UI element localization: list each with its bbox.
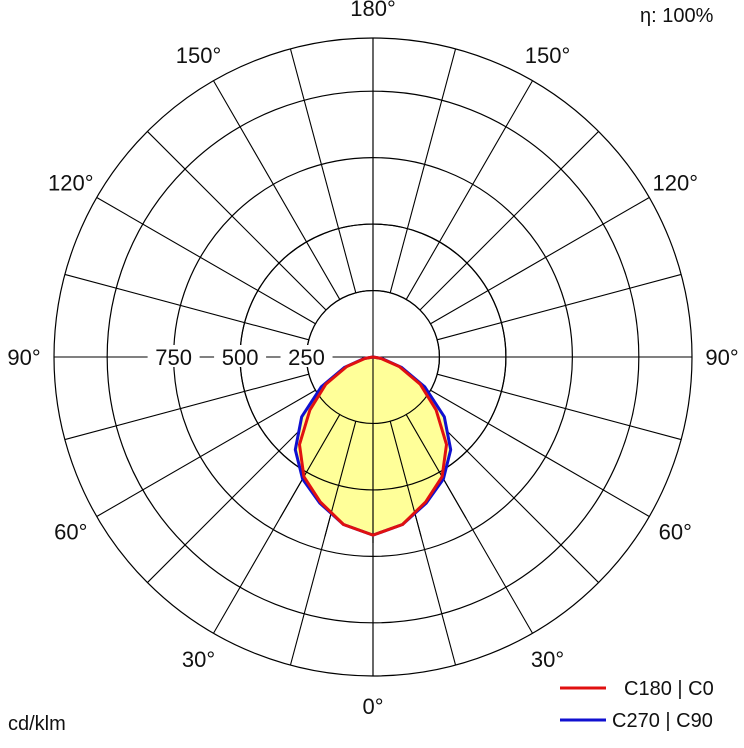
grid-spoke-240 (96, 197, 316, 325)
overlay-spoke-30 (405, 414, 467, 519)
legend-c90-label: C270 | C90 (612, 710, 713, 732)
angle-label-left-90: 90° (7, 345, 40, 370)
grid-spoke-255 (64, 273, 309, 341)
radial-tick-bg-500 (214, 345, 267, 367)
angle-label-right-90: 90° (705, 345, 738, 370)
angle-label-bottom: 0° (362, 694, 383, 719)
angle-label-left-120: 120° (48, 171, 94, 196)
efficiency-label: η: 100% (640, 5, 714, 27)
grid-spoke-225 (147, 131, 327, 311)
grid-spoke-45 (419, 403, 599, 583)
grid-spoke-315 (147, 403, 327, 583)
data-layer (239, 223, 507, 544)
angle-label-left-60: 60° (54, 520, 87, 545)
overlay-spoke--30 (279, 414, 341, 519)
angle-label-right-30: 30° (531, 647, 564, 672)
overlay-spoke-15 (389, 421, 422, 537)
grid-spoke-105 (437, 273, 682, 341)
grid-spoke-195 (289, 48, 357, 293)
grid-spoke-285 (64, 373, 309, 441)
grid-spoke-135 (419, 131, 599, 311)
series-line-c180-c0 (298, 355, 448, 537)
label-layer: η: 100% cd/klm C180 | C0 C270 | C90 250 5… (7, 0, 738, 735)
legend-c0-label: C180 | C0 (624, 678, 714, 700)
unit-label: cd/klm (8, 713, 66, 735)
angle-label-top: 180° (350, 0, 396, 21)
angle-label-left-30: 30° (182, 647, 215, 672)
grid-spoke-120 (430, 197, 650, 325)
angle-label-left-150: 150° (176, 43, 222, 68)
overlay-spoke--15 (324, 421, 357, 537)
radial-tick-bg-750 (147, 345, 200, 367)
grid-spoke-150 (405, 80, 533, 300)
angle-label-right-150: 150° (525, 43, 571, 68)
grid-overlay (239, 223, 507, 544)
grid-spoke-300 (96, 389, 316, 517)
radial-tick-500: 500 (222, 345, 259, 370)
grid-spoke-60 (430, 389, 650, 517)
grid-spoke-210 (213, 80, 341, 300)
radial-tick-750: 750 (155, 345, 192, 370)
radial-tick-bg-250 (280, 345, 333, 367)
angle-label-right-120: 120° (652, 171, 698, 196)
grid-spoke-75 (437, 373, 682, 441)
grid-spoke-165 (389, 48, 457, 293)
angle-label-right-60: 60° (659, 520, 692, 545)
radial-tick-250: 250 (288, 345, 325, 370)
